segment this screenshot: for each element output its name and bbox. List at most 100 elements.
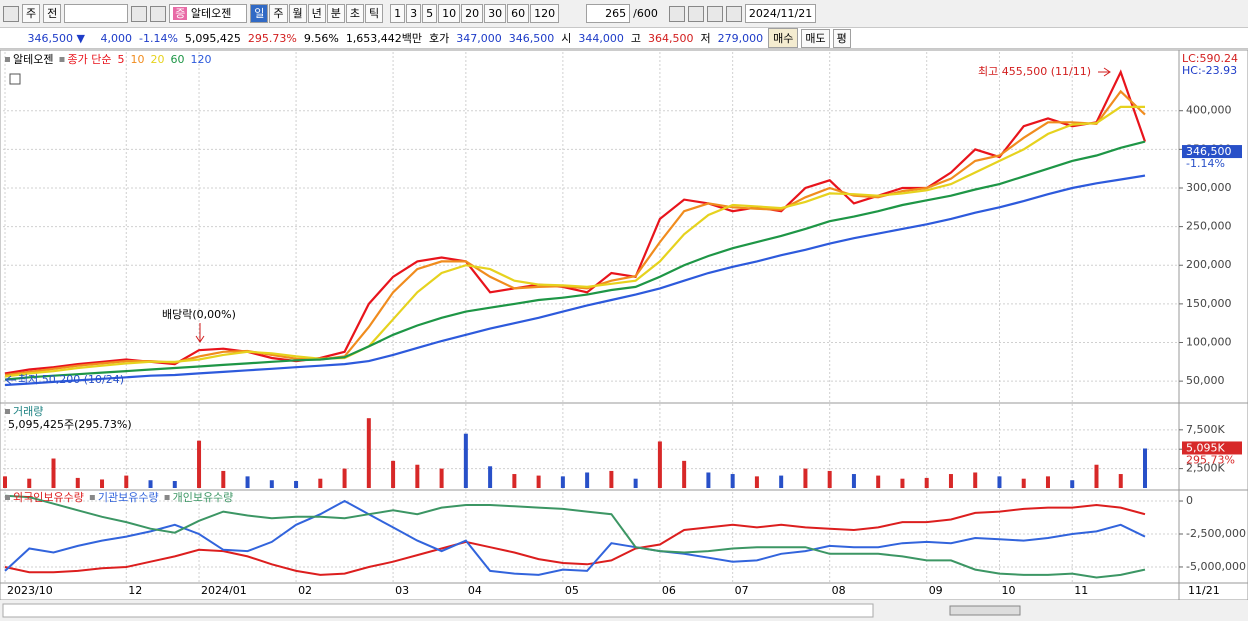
period-button[interactable]: 주 (269, 4, 288, 23)
legend-label: 외국인보유수량 (13, 491, 84, 504)
interval-button[interactable]: 5 (422, 4, 438, 23)
interval-button[interactable]: 30 (484, 4, 507, 23)
volume-bar (560, 476, 565, 488)
annotation: 최저 50,200 (10/24) (18, 373, 124, 386)
legend-swatch (5, 57, 10, 62)
x-cursor-label: 11/21 (1188, 584, 1220, 597)
period-button[interactable]: 년 (307, 4, 326, 23)
volume-bar (948, 474, 953, 488)
x-tick-label: 04 (468, 584, 482, 597)
settings-icon[interactable] (725, 5, 742, 22)
volume-bar (51, 458, 56, 488)
x-tick-label: 07 (735, 584, 749, 597)
volume-bar (488, 466, 493, 488)
volume-bar (197, 440, 202, 488)
legend-label: 20 (150, 53, 164, 66)
interval-button[interactable]: 120 (530, 4, 560, 23)
volume-bar (100, 479, 105, 488)
layout-icon[interactable] (3, 5, 19, 22)
volume-bar (779, 475, 784, 488)
chart-frame (0, 49, 1248, 601)
buy-button[interactable]: 매수 (768, 28, 799, 48)
sell-button[interactable]: 매도 (801, 28, 830, 48)
low: 279,000 (717, 31, 764, 45)
volume-bar (997, 476, 1002, 488)
high-label: 고 (630, 32, 642, 45)
volume-bar (706, 472, 711, 488)
period-button[interactable]: 초 (345, 4, 364, 23)
volume-bar (609, 470, 614, 488)
volume-bar (294, 481, 299, 488)
volume-bar (1045, 476, 1050, 488)
tool-icon[interactable] (687, 5, 704, 22)
volume-bar (1021, 478, 1026, 488)
interval-button[interactable]: 20 (461, 4, 484, 23)
annotation-arrow (195, 323, 205, 343)
y-tick-label: -5,000,000 (1186, 560, 1246, 573)
table-icon[interactable] (9, 73, 21, 85)
volume-bar (221, 470, 226, 488)
period-button[interactable]: 일 (250, 4, 269, 23)
volume-bar (27, 478, 32, 488)
prev-button[interactable]: 전 (43, 4, 62, 23)
volume-bar (269, 480, 274, 488)
volume-bar (900, 478, 905, 488)
volume-bar (657, 441, 662, 488)
y-tick-label: 100,000 (1186, 336, 1232, 349)
interval-button[interactable]: 3 (406, 4, 422, 23)
y-tick-label: 150,000 (1186, 297, 1232, 310)
last-price-label: 346,500 (1186, 145, 1232, 158)
legend-swatch (59, 57, 65, 62)
y-tick-label: 200,000 (1186, 258, 1232, 271)
last-volume-label: 5,095K (1186, 441, 1225, 454)
count-max: /600 (633, 7, 658, 20)
tool-icon[interactable] (668, 5, 685, 22)
x-tick-label: 06 (662, 584, 676, 597)
x-tick-label: 08 (832, 584, 846, 597)
search-icon[interactable] (131, 5, 148, 22)
interval-group: 1 3 5 10 20 30 60 120 (390, 4, 560, 23)
zoom-slider[interactable] (949, 605, 1021, 616)
last-volume-change: 295.73% (1186, 453, 1235, 466)
period-button[interactable]: 틱 (365, 4, 384, 23)
x-tick-label: 02 (298, 584, 312, 597)
count-input[interactable]: 265 (586, 4, 631, 23)
quote-bar: 346,500 ▼ 4,000 -1.14% 5,095,425 295.73%… (0, 28, 1248, 49)
volume-bar (827, 470, 832, 488)
code-input[interactable]: 196170 (64, 4, 129, 23)
market-select[interactable]: 주 (22, 4, 41, 23)
series-line (4, 140, 1146, 381)
date-input[interactable]: 2024/11/21 (744, 4, 817, 23)
legend-swatch (5, 495, 10, 500)
interval-button[interactable]: 60 (507, 4, 530, 23)
scroll-track[interactable] (2, 603, 874, 618)
bid: 346,500 (508, 31, 555, 45)
legend-label: 60 (170, 53, 184, 66)
sound-icon[interactable] (150, 5, 167, 22)
volume-bar (342, 468, 347, 488)
save-icon[interactable] (706, 5, 723, 22)
period-button[interactable]: 분 (326, 4, 345, 23)
interval-button[interactable]: 1 (390, 4, 406, 23)
volume-bar (1070, 480, 1075, 488)
volume-bar (536, 475, 541, 488)
bid-label: 호가 (429, 32, 450, 45)
x-tick-label: 12 (128, 584, 142, 597)
high: 364,500 (648, 31, 694, 45)
avg-button[interactable]: 평 (832, 28, 851, 48)
volume-bar (730, 474, 735, 488)
series-line (4, 494, 1146, 579)
period-button[interactable]: 월 (288, 4, 307, 23)
y-tick-label: 7,500K (1186, 423, 1225, 436)
volume: 5,095,425 (184, 31, 241, 45)
volume-bar (803, 468, 808, 488)
interval-button[interactable]: 10 (438, 4, 461, 23)
x-tick-label: 10 (1001, 584, 1015, 597)
annotation-arrow (5, 375, 16, 385)
volume-bar (148, 480, 153, 488)
legend-label: 120 (190, 53, 211, 66)
ask: 347,000 (456, 31, 502, 45)
